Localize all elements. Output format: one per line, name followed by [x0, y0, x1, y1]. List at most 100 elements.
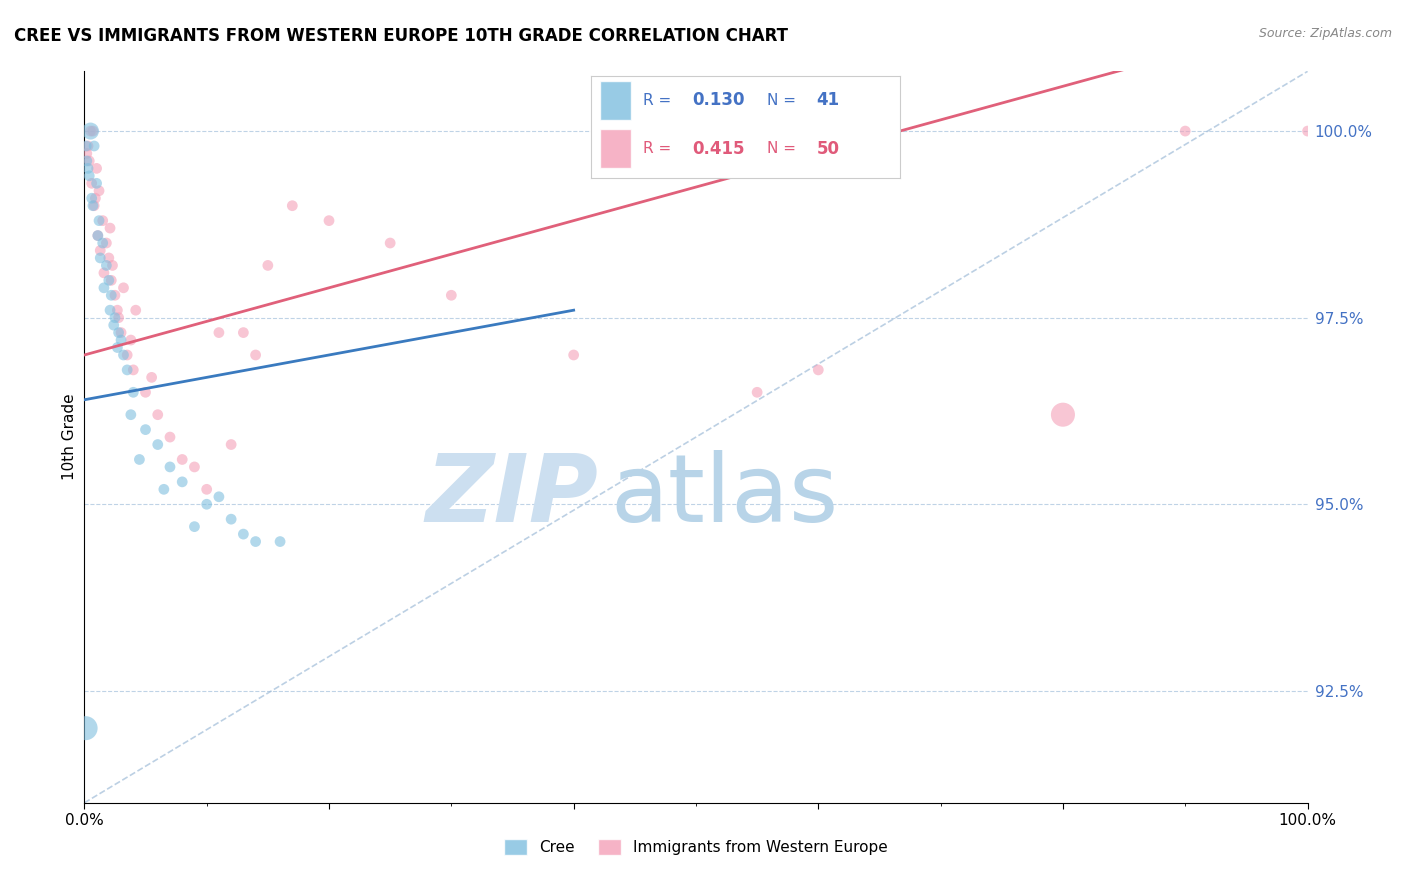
Point: [75, 721, 97, 735]
Point: [79, 124, 101, 138]
Point: [135, 385, 157, 400]
Point: [115, 363, 138, 377]
Point: [120, 333, 142, 347]
Point: [562, 348, 585, 362]
Point: [141, 370, 163, 384]
Point: [101, 259, 124, 273]
Point: [1052, 408, 1074, 422]
Y-axis label: 10th Grade: 10th Grade: [62, 393, 77, 481]
Point: [75, 139, 97, 153]
Point: [80, 191, 103, 205]
Point: [380, 235, 402, 250]
Text: 0.130: 0.130: [693, 92, 745, 110]
Legend: Cree, Immigrants from Western Europe: Cree, Immigrants from Western Europe: [498, 833, 894, 861]
Point: [93, 281, 115, 295]
Point: [86, 161, 108, 176]
Point: [112, 348, 135, 362]
Point: [153, 483, 176, 497]
Text: 41: 41: [817, 92, 839, 110]
Point: [98, 303, 121, 318]
Text: CREE VS IMMIGRANTS FROM WESTERN EUROPE 10TH GRADE CORRELATION CHART: CREE VS IMMIGRANTS FROM WESTERN EUROPE 1…: [14, 27, 787, 45]
Text: R =: R =: [643, 141, 676, 156]
Point: [125, 303, 148, 318]
Point: [159, 430, 181, 444]
Point: [219, 512, 242, 526]
Bar: [600, 129, 631, 168]
Bar: [600, 81, 631, 120]
Point: [195, 483, 218, 497]
Point: [122, 385, 145, 400]
Point: [96, 259, 118, 273]
Point: [1174, 124, 1197, 138]
Point: [135, 423, 157, 437]
Point: [83, 199, 105, 213]
Point: [107, 326, 129, 340]
Point: [87, 228, 110, 243]
Point: [105, 341, 128, 355]
Point: [219, 437, 242, 451]
Point: [110, 326, 132, 340]
Point: [245, 348, 267, 362]
Point: [105, 303, 128, 318]
Text: ZIP: ZIP: [425, 450, 598, 541]
Point: [104, 288, 127, 302]
Point: [146, 408, 169, 422]
Point: [97, 251, 120, 265]
Point: [93, 266, 115, 280]
Point: [87, 213, 110, 227]
Point: [172, 452, 194, 467]
Point: [747, 385, 769, 400]
Point: [269, 534, 291, 549]
Point: [208, 490, 231, 504]
Point: [89, 244, 111, 258]
Point: [91, 213, 114, 227]
Point: [77, 153, 100, 168]
Point: [807, 363, 830, 377]
Point: [103, 318, 125, 332]
Point: [318, 213, 340, 227]
Point: [96, 235, 118, 250]
Point: [77, 169, 100, 183]
Text: R =: R =: [643, 93, 676, 108]
Point: [146, 437, 169, 451]
Point: [100, 273, 122, 287]
Point: [1296, 124, 1319, 138]
Point: [208, 326, 231, 340]
Point: [110, 333, 132, 347]
Point: [76, 153, 98, 168]
Point: [440, 288, 463, 302]
Point: [183, 519, 205, 533]
Point: [232, 527, 254, 541]
Point: [77, 139, 100, 153]
Point: [80, 177, 103, 191]
Point: [97, 273, 120, 287]
Point: [87, 184, 110, 198]
Point: [83, 139, 105, 153]
Point: [159, 459, 181, 474]
Text: N =: N =: [766, 141, 800, 156]
Text: 0.415: 0.415: [693, 140, 745, 158]
Point: [77, 161, 100, 176]
Point: [98, 221, 121, 235]
Point: [82, 124, 104, 138]
Point: [245, 534, 267, 549]
Point: [86, 177, 108, 191]
Point: [91, 235, 114, 250]
Point: [100, 288, 122, 302]
Text: 50: 50: [817, 140, 839, 158]
Point: [172, 475, 194, 489]
Point: [87, 228, 110, 243]
Point: [79, 124, 101, 138]
Point: [281, 199, 304, 213]
Point: [128, 452, 150, 467]
Point: [84, 191, 107, 205]
Text: atlas: atlas: [610, 450, 838, 541]
Point: [183, 459, 205, 474]
Text: Source: ZipAtlas.com: Source: ZipAtlas.com: [1258, 27, 1392, 40]
Point: [232, 326, 254, 340]
Point: [82, 199, 104, 213]
Point: [76, 146, 98, 161]
Point: [122, 363, 145, 377]
Point: [257, 259, 280, 273]
Text: N =: N =: [766, 93, 800, 108]
